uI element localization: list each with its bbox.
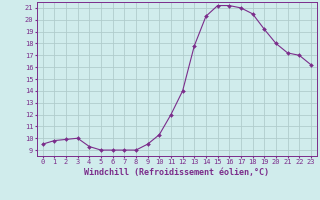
X-axis label: Windchill (Refroidissement éolien,°C): Windchill (Refroidissement éolien,°C): [84, 168, 269, 177]
